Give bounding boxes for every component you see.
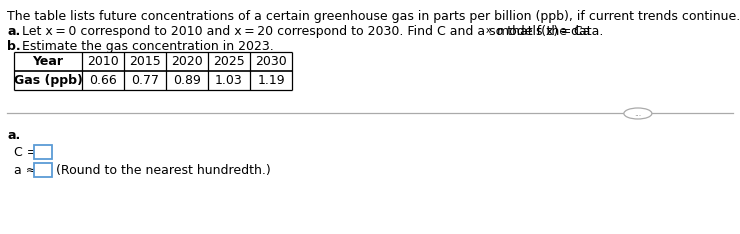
Text: The table lists future concentrations of a certain greenhouse gas in parts per b: The table lists future concentrations of…	[7, 10, 740, 23]
FancyBboxPatch shape	[34, 146, 52, 160]
Text: Estimate the gas concentration in 2023.: Estimate the gas concentration in 2023.	[18, 40, 274, 53]
Text: (Round to the nearest hundredth.): (Round to the nearest hundredth.)	[56, 165, 271, 178]
Ellipse shape	[624, 108, 652, 119]
Text: C =: C =	[14, 146, 38, 160]
Text: 0.89: 0.89	[173, 74, 201, 87]
Text: 0.77: 0.77	[131, 74, 159, 87]
Text: ...: ...	[634, 109, 642, 118]
Text: x: x	[486, 26, 491, 35]
Text: 1.03: 1.03	[215, 74, 243, 87]
Text: models the data.: models the data.	[493, 25, 603, 38]
Text: a ≈: a ≈	[14, 165, 36, 178]
FancyBboxPatch shape	[34, 164, 52, 178]
Text: Let x = 0 correspond to 2010 and x = 20 correspond to 2030. Find C and a so that: Let x = 0 correspond to 2010 and x = 20 …	[18, 25, 591, 38]
Text: 2010: 2010	[87, 55, 119, 68]
Text: 1.19: 1.19	[258, 74, 285, 87]
Text: a.: a.	[7, 25, 20, 38]
Text: Year: Year	[33, 55, 64, 68]
Text: Gas (ppb): Gas (ppb)	[13, 74, 82, 87]
Text: 2015: 2015	[129, 55, 161, 68]
Text: 2025: 2025	[213, 55, 245, 68]
Text: 2020: 2020	[171, 55, 203, 68]
Text: b.: b.	[7, 40, 21, 53]
Text: 0.66: 0.66	[89, 74, 117, 87]
Text: a.: a.	[7, 129, 20, 143]
Text: 2030: 2030	[255, 55, 287, 68]
